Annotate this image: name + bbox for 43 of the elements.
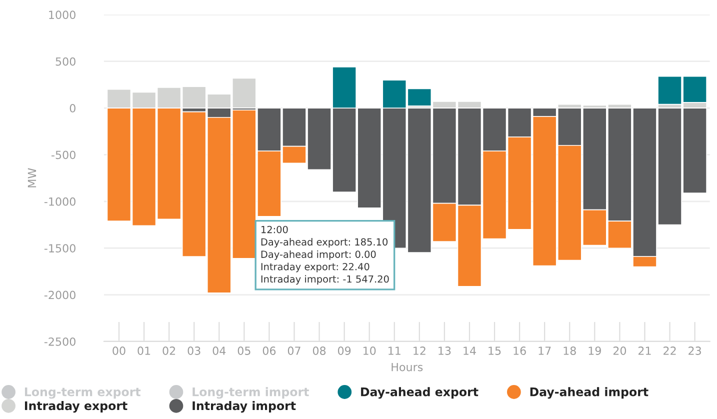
annotation: Intraday export: 22.40 bbox=[261, 262, 370, 272]
x-tick-label: 09 bbox=[338, 346, 351, 355]
x-tick-label: 02 bbox=[162, 346, 176, 355]
legend-label: Intraday export bbox=[24, 401, 128, 413]
y-tick-label: -500 bbox=[52, 150, 76, 160]
annotation: 12:00 bbox=[262, 226, 288, 234]
y-axis-title: MW bbox=[28, 168, 36, 188]
x-tick-label: 08 bbox=[312, 346, 326, 355]
x-tick-label: 18 bbox=[564, 346, 576, 355]
x-tick-label: 12 bbox=[414, 346, 426, 355]
y-tick-label: -1500 bbox=[44, 244, 76, 252]
y-tick-label: 0 bbox=[70, 104, 76, 112]
x-tick-label: 19 bbox=[588, 346, 601, 355]
x-tick-label: 17 bbox=[538, 346, 551, 355]
x-tick-label: 04 bbox=[212, 346, 226, 355]
legend-label: Day-ahead import bbox=[530, 387, 648, 399]
annotation: Day-ahead import: 0.00 bbox=[261, 250, 376, 260]
x-tick-label: 20 bbox=[613, 346, 626, 355]
x-tick-label: 10 bbox=[363, 346, 376, 355]
y-tick-label: -2500 bbox=[44, 337, 76, 346]
y-tick-label: -1000 bbox=[44, 197, 76, 206]
x-tick-label: 01 bbox=[138, 346, 150, 355]
y-tick-label: 500 bbox=[56, 57, 76, 66]
x-tick-label: 11 bbox=[388, 346, 400, 355]
legend-label: Intraday import bbox=[192, 401, 296, 413]
x-tick-label: 00 bbox=[112, 346, 126, 355]
y-tick-label: -2000 bbox=[44, 290, 76, 300]
y-tick-label: 1000 bbox=[49, 10, 76, 20]
annotation: Intraday import: -1 547.20 bbox=[261, 275, 389, 285]
x-tick-label: 23 bbox=[688, 346, 701, 355]
x-axis-title: Hours bbox=[392, 362, 423, 372]
x-tick-label: 14 bbox=[464, 346, 476, 355]
x-tick-label: 06 bbox=[262, 346, 276, 355]
x-tick-label: 21 bbox=[638, 346, 651, 355]
x-tick-label: 05 bbox=[238, 346, 250, 355]
x-tick-label: 03 bbox=[188, 346, 200, 355]
x-tick-label: 15 bbox=[488, 346, 501, 355]
x-tick-label: 16 bbox=[514, 346, 526, 355]
legend-label: Day-ahead export bbox=[361, 387, 478, 399]
x-tick-label: 13 bbox=[438, 346, 451, 355]
annotation: Day-ahead export: 185.10 bbox=[261, 238, 388, 248]
x-tick-label: 22 bbox=[664, 346, 676, 355]
x-tick-label: 07 bbox=[288, 346, 300, 355]
